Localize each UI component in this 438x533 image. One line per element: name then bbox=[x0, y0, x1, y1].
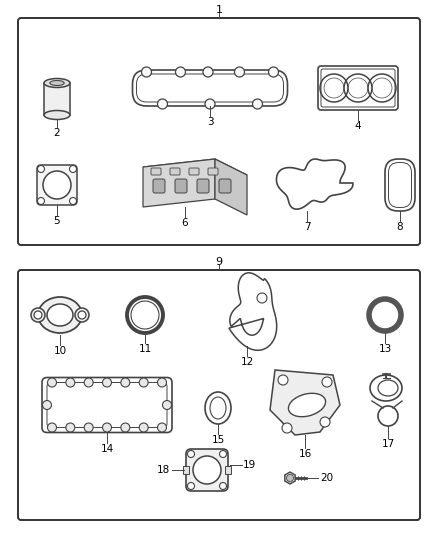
Circle shape bbox=[70, 166, 77, 173]
Ellipse shape bbox=[75, 308, 89, 322]
Circle shape bbox=[322, 377, 332, 387]
Circle shape bbox=[78, 311, 86, 319]
Circle shape bbox=[139, 423, 148, 432]
Circle shape bbox=[43, 171, 71, 199]
Circle shape bbox=[102, 423, 112, 432]
Circle shape bbox=[158, 423, 166, 432]
Text: 16: 16 bbox=[298, 449, 311, 459]
Polygon shape bbox=[183, 466, 189, 474]
Ellipse shape bbox=[47, 304, 73, 326]
FancyBboxPatch shape bbox=[170, 168, 180, 175]
FancyBboxPatch shape bbox=[175, 179, 187, 193]
Circle shape bbox=[162, 400, 172, 409]
Ellipse shape bbox=[289, 393, 325, 417]
Circle shape bbox=[187, 482, 194, 489]
Circle shape bbox=[219, 482, 226, 489]
Text: 13: 13 bbox=[378, 344, 392, 354]
Text: 17: 17 bbox=[381, 439, 395, 449]
Circle shape bbox=[252, 99, 262, 109]
Polygon shape bbox=[143, 159, 247, 183]
Circle shape bbox=[158, 99, 167, 109]
Text: 3: 3 bbox=[207, 117, 213, 127]
Text: 10: 10 bbox=[53, 346, 67, 356]
Circle shape bbox=[141, 67, 152, 77]
Polygon shape bbox=[270, 370, 340, 435]
Text: 7: 7 bbox=[304, 222, 310, 232]
Polygon shape bbox=[215, 159, 247, 215]
Circle shape bbox=[121, 423, 130, 432]
Circle shape bbox=[286, 474, 293, 481]
Circle shape bbox=[139, 378, 148, 387]
Circle shape bbox=[70, 198, 77, 205]
Text: 11: 11 bbox=[138, 344, 152, 354]
Text: 18: 18 bbox=[157, 465, 170, 475]
Circle shape bbox=[187, 450, 194, 457]
Text: 4: 4 bbox=[355, 121, 361, 131]
Text: 1: 1 bbox=[215, 5, 223, 15]
Circle shape bbox=[205, 99, 215, 109]
Text: 8: 8 bbox=[397, 222, 403, 232]
Circle shape bbox=[219, 450, 226, 457]
Bar bbox=[44, 83, 70, 115]
Circle shape bbox=[47, 378, 57, 387]
Circle shape bbox=[34, 311, 42, 319]
FancyBboxPatch shape bbox=[189, 168, 199, 175]
Polygon shape bbox=[285, 472, 295, 484]
Polygon shape bbox=[225, 466, 231, 474]
Polygon shape bbox=[143, 159, 215, 207]
Ellipse shape bbox=[44, 78, 70, 87]
Circle shape bbox=[234, 67, 244, 77]
FancyBboxPatch shape bbox=[37, 165, 77, 205]
Circle shape bbox=[38, 198, 45, 205]
Text: 12: 12 bbox=[240, 357, 254, 367]
FancyBboxPatch shape bbox=[151, 168, 161, 175]
Circle shape bbox=[203, 67, 213, 77]
Circle shape bbox=[84, 423, 93, 432]
Circle shape bbox=[268, 67, 279, 77]
Text: 20: 20 bbox=[320, 473, 333, 483]
Circle shape bbox=[66, 378, 75, 387]
Circle shape bbox=[38, 166, 45, 173]
Text: 6: 6 bbox=[182, 218, 188, 228]
Ellipse shape bbox=[44, 110, 70, 119]
Circle shape bbox=[320, 417, 330, 427]
Circle shape bbox=[278, 375, 288, 385]
Circle shape bbox=[84, 378, 93, 387]
FancyBboxPatch shape bbox=[197, 179, 209, 193]
FancyBboxPatch shape bbox=[208, 168, 218, 175]
Text: 19: 19 bbox=[243, 460, 256, 470]
Text: 2: 2 bbox=[54, 128, 60, 138]
Text: 14: 14 bbox=[100, 443, 113, 454]
FancyBboxPatch shape bbox=[186, 449, 228, 491]
Text: 5: 5 bbox=[54, 216, 60, 226]
FancyBboxPatch shape bbox=[153, 179, 165, 193]
Circle shape bbox=[158, 378, 166, 387]
FancyBboxPatch shape bbox=[219, 179, 231, 193]
Circle shape bbox=[121, 378, 130, 387]
Ellipse shape bbox=[50, 80, 64, 85]
Circle shape bbox=[42, 400, 52, 409]
Circle shape bbox=[66, 423, 75, 432]
Text: 15: 15 bbox=[212, 435, 225, 445]
Circle shape bbox=[193, 456, 221, 484]
Ellipse shape bbox=[38, 297, 82, 333]
Circle shape bbox=[102, 378, 112, 387]
Circle shape bbox=[47, 423, 57, 432]
Text: 9: 9 bbox=[215, 257, 223, 267]
Circle shape bbox=[282, 423, 292, 433]
Circle shape bbox=[176, 67, 186, 77]
Ellipse shape bbox=[31, 308, 45, 322]
